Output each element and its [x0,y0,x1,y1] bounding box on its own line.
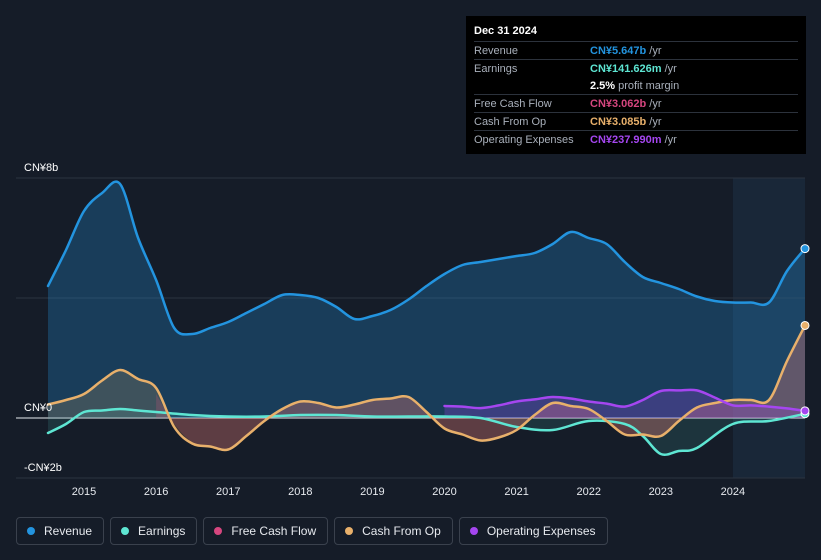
legend-dot-icon [27,527,35,535]
highlight-band [732,178,805,478]
operating-expenses-line [443,388,807,413]
legend: Revenue Earnings Free Cash Flow Cash Fro… [16,517,608,547]
tooltip-row-fcf: Free Cash Flow CN¥3.062b /yr [474,94,798,112]
tooltip-unit: /yr [649,115,662,128]
profit-margin-value: 2.5% [590,79,616,92]
tooltip-value: CN¥141.626m [590,62,662,75]
tooltip-unit: /yr [649,97,662,110]
x-tick-label: 2018 [288,486,312,498]
legend-dot-icon [214,527,223,535]
tooltip-row-margin: 2.5% profit margin [474,77,798,94]
revenue-line [46,180,807,336]
legend-item-operating-expenses[interactable]: Operating Expenses [458,517,608,545]
tooltip-label: Cash From Op [474,115,547,128]
y-tick-label: CN¥8b [24,162,58,174]
x-tick-label: 2016 [144,486,168,498]
legend-label: Cash From Op [362,524,441,538]
x-tick-label: 2019 [360,486,384,498]
profit-margin-text: profit margin [618,79,680,92]
legend-item-cash-from-op[interactable]: Cash From Op [334,517,453,545]
y-tick-label: -CN¥2b [24,462,62,474]
legend-dot-icon [121,527,130,535]
x-tick-label: 2021 [504,486,528,498]
cash-from-op-area [48,325,805,450]
legend-item-revenue[interactable]: Revenue [16,517,105,545]
revenue-end-point [800,244,810,254]
x-tick-label: 2022 [576,486,600,498]
legend-dot-icon [345,527,354,535]
tooltip-unit: /yr [649,44,662,57]
x-tick-label: 2024 [721,486,745,498]
operating-expenses-area [444,389,805,418]
tooltip-row-opex: Operating Expenses CN¥237.990m /yr [474,130,798,148]
legend-label: Operating Expenses [486,524,596,538]
tooltip-value: CN¥5.647b [590,44,647,57]
x-tick-label: 2015 [72,486,96,498]
tooltip-unit: /yr [664,133,677,146]
tooltip-label: Earnings [474,62,518,75]
cash-from-op-end-point [800,320,810,330]
x-tick-label: 2017 [216,486,240,498]
earnings-line [46,407,807,456]
tooltip-value: CN¥237.990m [590,133,662,146]
x-tick-label: 2020 [432,486,456,498]
legend-item-free-cash-flow[interactable]: Free Cash Flow [203,517,329,545]
cash-from-op-line [46,324,807,452]
tooltip-label: Operating Expenses [474,133,574,146]
legend-label: Revenue [44,524,93,538]
free-cash-flow-area [156,326,806,451]
tooltip-value: CN¥3.062b [590,97,647,110]
tooltip-row-revenue: Revenue CN¥5.647b /yr [474,41,798,59]
tooltip: Dec 31 2024 Revenue CN¥5.647b /yr Earnin… [466,16,806,154]
tooltip-unit: /yr [664,62,677,75]
x-tick-label: 2023 [649,486,673,498]
legend-label: Free Cash Flow [231,524,317,538]
tooltip-row-earnings: Earnings CN¥141.626m /yr [474,59,798,77]
tooltip-value: CN¥3.085b [590,115,647,128]
revenue-area [48,181,805,418]
tooltip-label: Free Cash Flow [474,97,552,110]
legend-label: Earnings [138,524,186,538]
legend-dot-icon [469,527,478,535]
y-tick-label: CN¥0 [24,402,52,414]
tooltip-date: Dec 31 2024 [474,25,537,37]
tooltip-row-cfo: Cash From Op CN¥3.085b /yr [474,112,798,130]
tooltip-label: Revenue [474,44,519,57]
earnings-area [48,409,805,455]
legend-item-earnings[interactable]: Earnings [110,517,198,545]
operating-expenses-end-point [800,406,810,416]
